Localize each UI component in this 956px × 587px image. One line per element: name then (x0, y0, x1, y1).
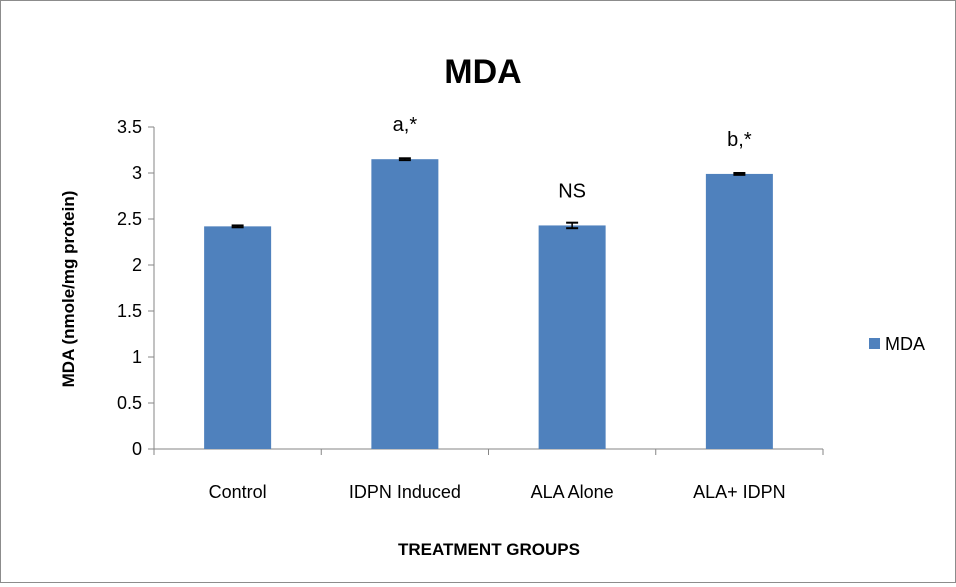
x-tick-label: ALA Alone (531, 482, 614, 502)
data-annotation: b,* (727, 129, 752, 151)
x-tick-label: Control (209, 482, 267, 502)
y-tick-label: 1 (132, 347, 142, 367)
legend-label: MDA (885, 334, 925, 354)
y-tick-label: 2.5 (117, 209, 142, 229)
bar (538, 225, 606, 449)
y-tick-label: 2 (132, 255, 142, 275)
y-tick-label: 0 (132, 439, 142, 459)
legend: MDA (869, 334, 925, 354)
data-annotation: a,* (393, 114, 418, 136)
x-tick-label: ALA+ IDPN (693, 482, 786, 502)
legend-swatch (869, 338, 880, 349)
bar (371, 159, 439, 449)
y-axis-title: MDA (nmole/mg protein) (59, 191, 78, 388)
x-axis-title: TREATMENT GROUPS (398, 540, 580, 559)
chart-title: MDA (444, 53, 521, 91)
bar (705, 173, 773, 450)
x-tick-label: IDPN Induced (349, 482, 461, 502)
y-tick-label: 3.5 (117, 117, 142, 137)
y-tick-label: 1.5 (117, 301, 142, 321)
y-tick-label: 3 (132, 163, 142, 183)
data-annotation: NS (558, 180, 586, 202)
plot-area: 0 0.5 1 1.5 2 2.5 3 3.5 Control IDPN Induced a,* AL… (117, 114, 824, 502)
bar (204, 226, 272, 449)
y-tick-label: 0.5 (117, 393, 142, 413)
